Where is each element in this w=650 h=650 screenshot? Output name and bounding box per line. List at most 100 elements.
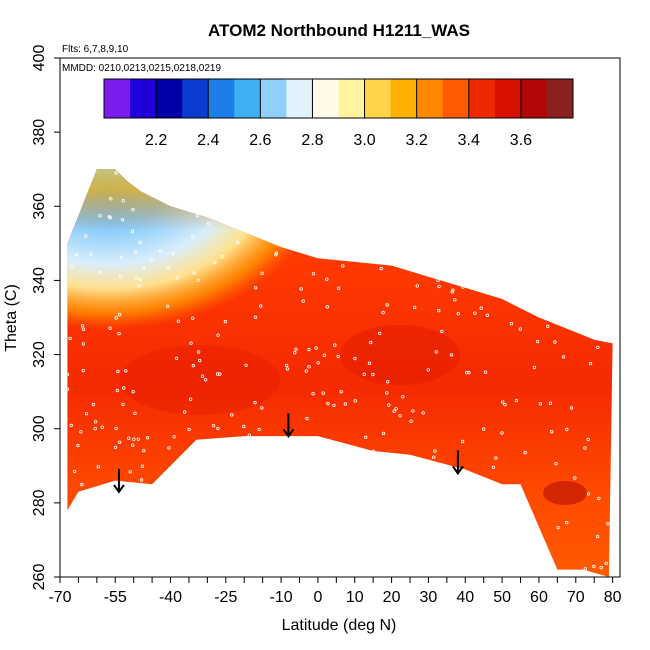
sample-point — [472, 220, 477, 224]
sample-point — [554, 462, 558, 466]
sample-point — [491, 465, 496, 469]
sample-point — [571, 223, 575, 227]
sample-point — [376, 202, 380, 206]
sample-point — [111, 502, 116, 506]
sample-point — [326, 239, 330, 243]
sample-point — [549, 188, 553, 192]
y-tick-label: 360 — [31, 193, 48, 220]
sample-point — [413, 305, 417, 310]
sample-point — [315, 566, 320, 570]
sample-point — [424, 537, 428, 541]
sample-point — [273, 531, 277, 536]
sample-point — [480, 484, 484, 488]
colorbar: 2.2 2.4 2.6 2.8 3.0 3.2 3.4 3.6 — [103, 78, 574, 149]
sample-point — [189, 189, 193, 193]
sample-point — [523, 450, 527, 455]
sample-point — [165, 304, 170, 308]
sample-point — [149, 258, 153, 262]
sample-point — [415, 284, 419, 288]
sample-point — [120, 217, 125, 222]
sample-point — [386, 380, 390, 384]
y-axis-label: Theta (C) — [3, 284, 20, 352]
sample-point — [281, 217, 286, 222]
sample-point — [495, 201, 499, 205]
sample-point — [306, 497, 311, 501]
sample-point — [121, 386, 126, 390]
dates-note: MMDD: 0210,0213,0215,0218,0219 — [62, 63, 221, 74]
sample-point — [242, 424, 246, 429]
sample-point — [191, 449, 195, 453]
sample-point — [392, 409, 396, 413]
sample-point — [347, 493, 352, 497]
sample-point — [370, 241, 374, 245]
sample-point — [197, 501, 202, 505]
sample-point — [325, 277, 329, 281]
y-tick-label: 320 — [31, 341, 48, 368]
colorbar-tick-label: 2.8 — [301, 132, 323, 149]
sample-point — [142, 449, 146, 453]
sample-point — [374, 494, 378, 498]
sample-point — [315, 475, 320, 480]
sample-point — [299, 199, 304, 203]
sample-point — [546, 278, 551, 283]
colorbar-tick-label: 3.2 — [406, 132, 428, 149]
sample-point — [117, 312, 122, 317]
sample-point — [577, 179, 582, 183]
heatmap-field — [67, 169, 613, 577]
sample-point — [262, 467, 266, 471]
sample-point — [133, 411, 137, 415]
sample-point — [156, 566, 161, 571]
sample-point — [98, 213, 102, 218]
sample-point — [128, 470, 132, 474]
sample-point — [285, 524, 289, 528]
sample-point — [532, 365, 537, 370]
sample-point — [499, 290, 504, 294]
sample-point — [599, 565, 603, 570]
sample-point — [425, 219, 430, 224]
sample-point — [311, 392, 315, 396]
colorbar-frame — [103, 78, 574, 119]
y-tick-label: 400 — [31, 45, 48, 72]
sample-point — [377, 193, 381, 197]
sample-point — [116, 369, 120, 374]
sample-point — [529, 211, 533, 216]
sample-point — [300, 207, 304, 211]
sample-point — [254, 176, 259, 180]
sample-point — [115, 388, 119, 393]
sample-point — [561, 355, 566, 359]
sample-point — [274, 251, 279, 255]
sample-point — [322, 450, 326, 455]
sample-point — [100, 425, 104, 429]
sample-point — [224, 505, 229, 509]
sample-point — [524, 169, 528, 173]
sample-point — [304, 369, 308, 373]
sample-point — [476, 197, 481, 202]
sample-point — [567, 320, 571, 324]
sample-point — [362, 372, 366, 376]
sample-point — [211, 184, 215, 189]
sample-point — [218, 549, 222, 553]
sample-point — [67, 372, 70, 377]
sample-point — [326, 401, 330, 406]
sample-point — [569, 406, 574, 410]
sample-point — [509, 321, 514, 326]
sample-point — [360, 205, 364, 209]
sample-point — [514, 398, 519, 403]
sample-point — [69, 423, 73, 428]
y-tick-label: 380 — [31, 119, 48, 146]
sample-point — [271, 198, 276, 202]
sample-point — [410, 509, 414, 513]
x-tick-label: -40 — [159, 589, 182, 606]
sample-point — [424, 217, 428, 222]
sample-point — [535, 339, 540, 344]
sample-point — [329, 444, 333, 448]
sample-point — [131, 390, 135, 394]
colorbar-tick-label: 3.6 — [510, 132, 532, 149]
sample-point — [485, 313, 489, 317]
sample-point — [353, 190, 357, 194]
sample-point — [316, 361, 320, 365]
sample-point — [403, 528, 407, 532]
sample-point — [583, 446, 587, 450]
colorbar-cell — [416, 79, 444, 118]
sample-point — [433, 449, 437, 453]
